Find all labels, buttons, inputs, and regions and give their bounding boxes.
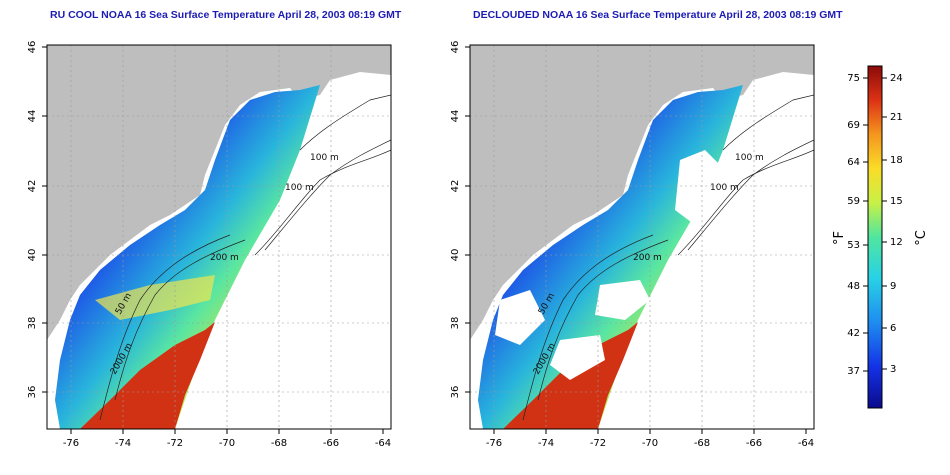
celsius-tick: 18 — [890, 155, 903, 166]
y-tick-label: 38 — [450, 317, 461, 330]
celsius-tick: 9 — [890, 281, 896, 292]
y-tick-label: 42 — [450, 180, 461, 193]
right-bathymetry-contours — [522, 94, 814, 421]
x-tick-label: -68 — [271, 438, 287, 449]
contour-label: 100 m — [310, 153, 339, 163]
x-tick-label: -64 — [375, 438, 391, 449]
x-tick-label: -76 — [63, 438, 79, 449]
fahrenheit-tick: 75 — [847, 73, 860, 84]
fahrenheit-tick: 69 — [847, 120, 860, 131]
y-tick-label: 40 — [450, 249, 461, 262]
left-bathymetry-contours — [99, 94, 391, 421]
y-tick-label: 44 — [450, 110, 461, 123]
celsius-tick: 21 — [890, 112, 903, 123]
y-tick-label: 46 — [450, 41, 461, 54]
fahrenheit-unit-label: °F — [832, 231, 847, 245]
cloud-mask — [495, 150, 720, 380]
x-tick-label: -70 — [219, 438, 235, 449]
x-tick-label: -68 — [694, 438, 710, 449]
temperature-colorbar — [867, 65, 883, 409]
left-map-panel: 100 m 100 m 200 m 50 m 2000 m — [47, 45, 391, 429]
fahrenheit-tick: 48 — [847, 281, 860, 292]
x-tick-label: -66 — [746, 438, 762, 449]
contour-label: 100 m — [710, 183, 739, 193]
x-tick-label: -70 — [642, 438, 658, 449]
right-panel-title: DECLOUDED NOAA 16 Sea Surface Temperatur… — [473, 9, 843, 21]
contour-label: 100 m — [285, 183, 314, 193]
left-gulf-stream — [80, 322, 215, 429]
fahrenheit-tick: 59 — [847, 196, 860, 207]
contour-label: 200 m — [210, 253, 239, 263]
contour-label: 100 m — [735, 153, 764, 163]
right-plot-frame — [469, 44, 815, 430]
left-sst-swath — [55, 85, 320, 429]
right-axis-ticks — [465, 46, 807, 434]
fahrenheit-tick: 64 — [847, 157, 860, 168]
y-tick-label: 38 — [27, 317, 38, 330]
right-map-panel: 100 m 100 m 200 m 50 m 2000 m — [470, 45, 814, 429]
fahrenheit-tick: 42 — [847, 328, 860, 339]
y-tick-label: 40 — [27, 249, 38, 262]
fahrenheit-tick: 53 — [847, 240, 860, 251]
fahrenheit-tick: 37 — [847, 366, 860, 377]
celsius-tick: 3 — [890, 364, 896, 375]
y-tick-label: 44 — [27, 110, 38, 123]
x-tick-label: -72 — [167, 438, 183, 449]
x-tick-label: -72 — [590, 438, 606, 449]
left-land — [47, 45, 391, 340]
x-tick-label: -74 — [115, 438, 131, 449]
x-tick-label: -76 — [486, 438, 502, 449]
right-sst-swath — [478, 85, 743, 429]
right-land — [470, 45, 814, 340]
contour-label: 200 m — [633, 253, 662, 263]
left-axis-ticks — [42, 46, 384, 434]
celsius-tick: 6 — [890, 323, 896, 334]
left-panel-title: RU COOL NOAA 16 Sea Surface Temperature … — [50, 9, 402, 21]
celsius-tick: 24 — [890, 73, 903, 84]
left-plot-frame — [46, 44, 392, 430]
celsius-unit-label: °C — [914, 230, 929, 246]
y-tick-label: 46 — [27, 41, 38, 54]
x-tick-label: -66 — [323, 438, 339, 449]
y-tick-label: 42 — [27, 180, 38, 193]
x-tick-label: -74 — [538, 438, 554, 449]
y-tick-label: 36 — [450, 386, 461, 399]
y-tick-label: 36 — [27, 386, 38, 399]
celsius-tick: 12 — [890, 237, 903, 248]
x-tick-label: -64 — [798, 438, 814, 449]
celsius-tick: 15 — [890, 196, 903, 207]
